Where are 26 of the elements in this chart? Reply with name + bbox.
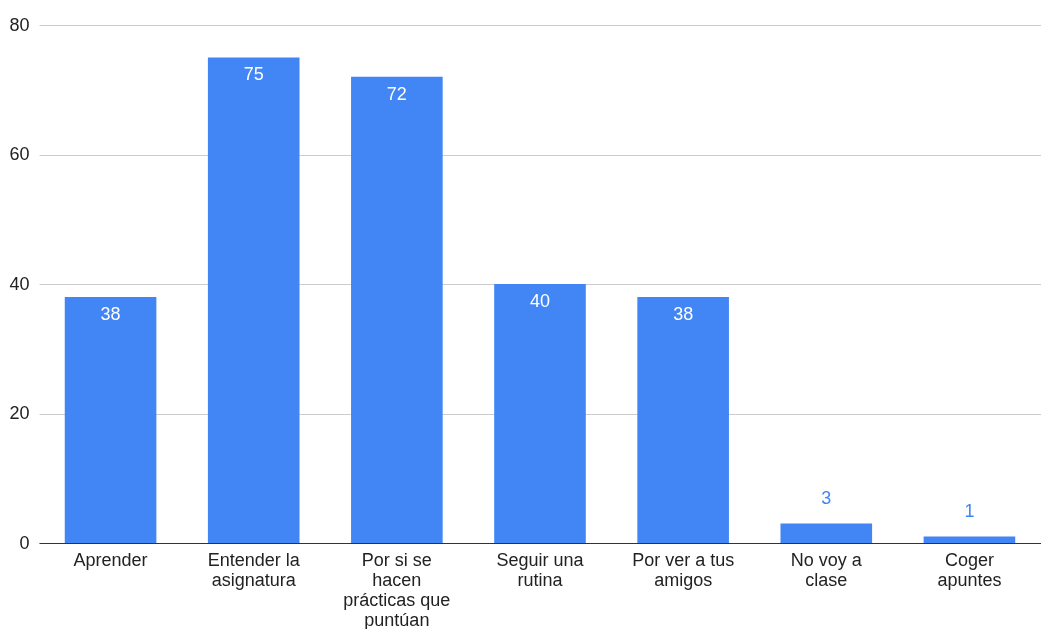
data-label: 72 [386, 83, 407, 104]
bar [637, 296, 729, 543]
y-tick-label: 20 [9, 403, 30, 423]
data-label: 40 [529, 291, 551, 311]
bar [207, 57, 300, 543]
bar [64, 296, 157, 543]
x-tick-label: Seguir una rutina [496, 549, 585, 590]
y-tick-label: 0 [19, 532, 30, 553]
data-label: 1 [964, 500, 975, 521]
x-tick-label: Por ver a tus amigos [632, 549, 735, 590]
data-label: 3 [821, 487, 832, 508]
data-label: 38 [100, 303, 121, 324]
x-tick-label: Aprender [73, 549, 148, 570]
x-tick-label: No voy a clase [790, 549, 863, 590]
bar [494, 284, 586, 543]
y-tick-label: 80 [9, 14, 30, 35]
y-tick-label: 60 [9, 144, 30, 164]
x-tick-label: Entender la asignatura [207, 549, 301, 590]
y-tick-label: 40 [9, 273, 30, 294]
x-tick-label: Por si se hacen prácticas que puntúan [343, 549, 451, 630]
bar [780, 523, 873, 543]
bar [923, 536, 1016, 543]
data-label: 75 [243, 64, 264, 85]
data-label: 38 [673, 303, 694, 324]
x-tick-label: Coger apuntes [937, 549, 1002, 590]
bar [351, 76, 443, 543]
